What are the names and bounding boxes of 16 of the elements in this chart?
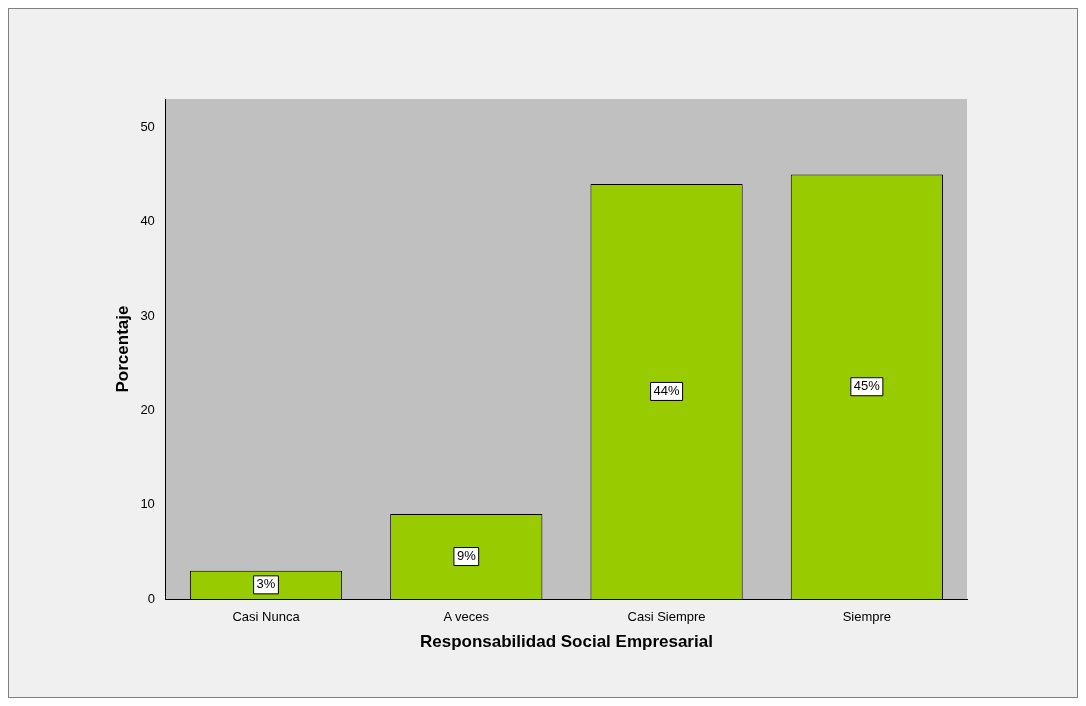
y-tick-label: 50 [140, 118, 155, 134]
y-axis-title: Porcentaje [112, 305, 132, 393]
x-tick-label: Casi Siempre [627, 609, 706, 625]
x-tick-label: A veces [443, 609, 490, 625]
x-tick-label: Casi Nunca [232, 609, 301, 625]
data-label: 44% [653, 383, 681, 399]
data-label: 9% [456, 548, 477, 564]
x-axis-title: Responsabilidad Social Empresarial [419, 632, 713, 652]
data-label: 3% [256, 576, 276, 592]
y-tick-label: 30 [140, 307, 155, 323]
x-tick-label: Siempre [842, 609, 892, 625]
data-label: 45% [853, 378, 881, 394]
y-tick-label: 0 [147, 590, 155, 606]
y-tick-label: 10 [140, 496, 155, 512]
y-tick-label: 20 [140, 401, 155, 417]
y-tick-label: 40 [140, 213, 155, 229]
